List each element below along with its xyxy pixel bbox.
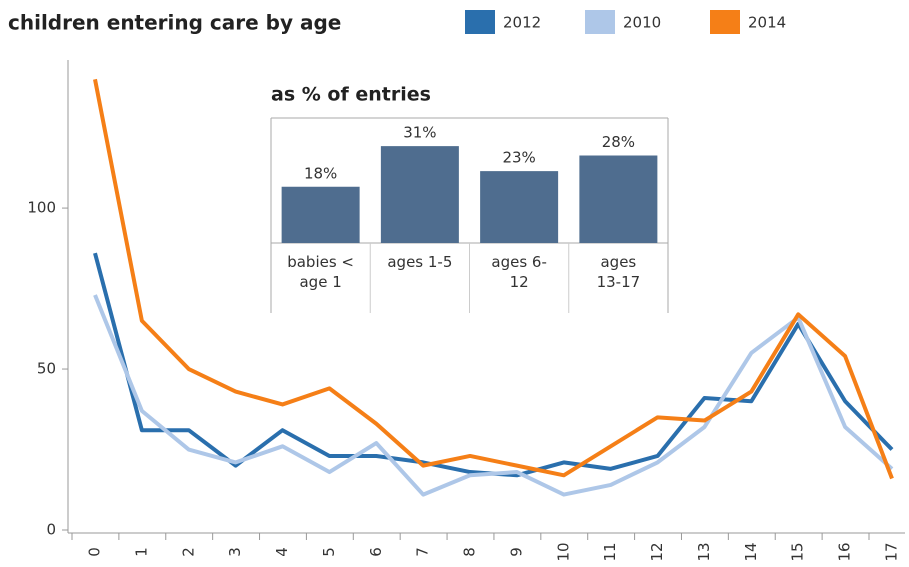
x-tick-label: 4 xyxy=(273,547,291,557)
bar xyxy=(380,146,459,243)
bar xyxy=(579,155,658,243)
x-tick-label-box: ages 13-17 xyxy=(596,253,641,291)
x-tick-label: babies < age 1 xyxy=(287,253,355,291)
series-line xyxy=(93,294,894,497)
x-tick-label: ages 1-5 xyxy=(387,253,453,271)
x-tick-label-box: ages 6-12 xyxy=(491,253,547,291)
legend-label: 2012 xyxy=(503,14,541,32)
x-tick-label: 6 xyxy=(367,547,385,557)
x-tick-label: 11 xyxy=(601,542,619,561)
x-tick-label: 2 xyxy=(179,547,197,557)
x-tick-label: 12 xyxy=(648,542,666,561)
legend-swatch xyxy=(465,10,495,34)
x-tick-label: 5 xyxy=(320,547,338,557)
y-tick-label: 50 xyxy=(37,360,56,378)
x-tick-label: 15 xyxy=(789,542,807,561)
bar xyxy=(281,186,360,243)
x-tick-label: 13 xyxy=(695,542,713,561)
legend-label: 2014 xyxy=(748,14,786,32)
x-tick-label: 17 xyxy=(883,542,901,561)
bar-value-label: 23% xyxy=(502,149,535,167)
chart-title: children entering care by age xyxy=(8,11,341,35)
y-tick-label: 100 xyxy=(27,199,56,217)
x-tick-label: 1 xyxy=(132,547,150,557)
x-tick-label-box: babies < age 1 xyxy=(287,253,355,291)
legend-label: 2010 xyxy=(623,14,661,32)
bar xyxy=(480,171,559,243)
legend-swatch xyxy=(710,10,740,34)
bar-value-label: 18% xyxy=(304,164,337,182)
x-tick-label: 0 xyxy=(86,547,104,557)
x-tick-label: 9 xyxy=(507,547,525,557)
x-tick-label: 14 xyxy=(742,542,760,561)
bar-value-label: 31% xyxy=(403,124,436,142)
legend-swatch xyxy=(585,10,615,34)
inset-title: as % of entries xyxy=(271,84,431,106)
x-tick-label: 3 xyxy=(226,547,244,557)
x-tick-label: ages 6-12 xyxy=(491,253,547,291)
y-tick-label: 0 xyxy=(46,521,56,539)
series-line xyxy=(93,78,894,480)
x-tick-label: ages 13-17 xyxy=(596,253,641,291)
x-tick-label: 16 xyxy=(836,542,854,561)
bar-value-label: 28% xyxy=(602,133,635,151)
x-tick-label: 7 xyxy=(414,547,432,557)
x-tick-label: 10 xyxy=(554,542,572,561)
x-tick-label-box: ages 1-5 xyxy=(387,253,453,271)
x-tick-label: 8 xyxy=(461,547,479,557)
